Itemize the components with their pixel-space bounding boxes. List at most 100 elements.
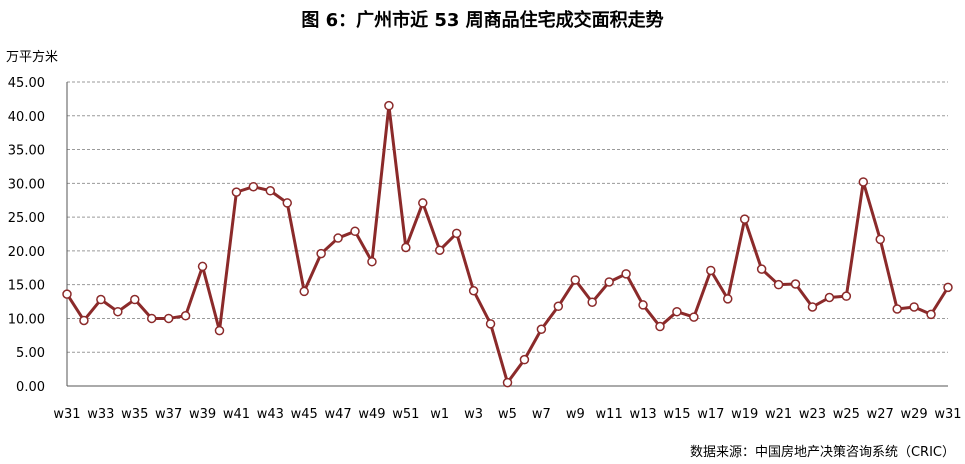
x-tick-label: w33 xyxy=(87,407,114,422)
data-points xyxy=(62,100,953,388)
x-tick-label: w35 xyxy=(121,407,148,422)
data-point xyxy=(130,294,140,305)
data-point xyxy=(723,294,733,304)
y-axis-label: 万平方米 xyxy=(6,50,59,65)
data-point xyxy=(113,306,123,317)
data-point xyxy=(519,354,530,365)
x-tick-label: w51 xyxy=(392,407,419,422)
data-point xyxy=(570,275,581,285)
x-tick-label: w27 xyxy=(867,407,894,422)
data-point xyxy=(485,319,496,329)
data-point xyxy=(672,306,682,317)
data-point xyxy=(146,313,157,324)
data-point xyxy=(384,100,394,111)
axes xyxy=(66,82,948,387)
y-tick-label: 30.00 xyxy=(8,177,45,192)
x-tick-label: w11 xyxy=(596,407,623,422)
x-tick-label: w43 xyxy=(257,407,284,422)
data-point xyxy=(689,312,699,322)
data-point xyxy=(96,294,106,305)
data-point xyxy=(807,302,818,312)
data-point xyxy=(418,198,428,208)
x-tick-label: w13 xyxy=(629,407,656,422)
chart-title: 图 6：广州市近 53 周商品住宅成交面积走势 xyxy=(301,10,664,31)
x-tick-label: w39 xyxy=(189,407,216,422)
x-tick-label: w5 xyxy=(498,407,517,422)
data-point xyxy=(706,265,716,276)
data-point xyxy=(451,228,462,239)
data-point xyxy=(350,226,360,237)
data-point xyxy=(434,245,445,255)
data-point xyxy=(282,198,292,208)
x-tick-label: w21 xyxy=(765,407,792,422)
data-point xyxy=(909,302,919,312)
data-point xyxy=(316,248,326,259)
data-point xyxy=(62,289,72,299)
data-point xyxy=(892,304,902,314)
data-point xyxy=(401,242,411,253)
x-tick-label: w15 xyxy=(663,407,690,422)
data-point xyxy=(214,325,225,336)
data-point xyxy=(655,321,665,332)
gridlines xyxy=(67,81,948,353)
y-tick-label: 5.00 xyxy=(16,346,45,361)
series-line xyxy=(65,104,950,385)
data-point xyxy=(587,297,597,307)
y-tick-label: 10.00 xyxy=(8,312,45,327)
data-point xyxy=(180,310,191,321)
data-point xyxy=(858,177,869,187)
series-area-sales xyxy=(65,104,950,385)
data-point xyxy=(604,277,614,287)
data-point xyxy=(824,292,835,303)
x-tick-label: w19 xyxy=(731,407,758,422)
data-point xyxy=(163,313,174,324)
data-point xyxy=(621,269,631,279)
data-point xyxy=(553,301,564,312)
data-point xyxy=(943,282,953,293)
data-point xyxy=(299,286,309,297)
x-tick-label: w9 xyxy=(566,407,585,422)
data-point xyxy=(638,300,648,310)
y-tick-labels: 0.00 5.00 10.00 15.00 20.00 25.00 30.00 35.00 40… xyxy=(8,76,45,395)
x-tick-label: w41 xyxy=(223,407,250,422)
y-tick-label: 0.00 xyxy=(16,380,45,395)
data-point xyxy=(926,309,936,320)
data-source-note: 数据来源：中国房地产决策咨询系统（CRIC） xyxy=(689,445,955,460)
data-point xyxy=(231,187,242,197)
data-point xyxy=(248,181,259,192)
data-point xyxy=(367,256,377,267)
data-point xyxy=(333,233,343,243)
data-point xyxy=(756,264,767,274)
x-tick-label: w3 xyxy=(464,407,483,422)
y-tick-label: 40.00 xyxy=(8,110,45,125)
x-tick-label: w23 xyxy=(799,407,826,422)
y-tick-label: 15.00 xyxy=(8,279,45,294)
data-point xyxy=(790,279,801,289)
data-point xyxy=(739,214,750,224)
x-tick-label: w1 xyxy=(430,407,449,422)
x-tick-label: w7 xyxy=(532,407,551,422)
x-tick-label: w49 xyxy=(358,407,385,422)
data-point xyxy=(79,315,89,326)
data-point xyxy=(197,261,208,272)
data-point xyxy=(502,377,513,388)
data-point xyxy=(875,234,885,245)
y-tick-label: 45.00 xyxy=(8,76,45,91)
x-tick-label: w25 xyxy=(833,407,860,422)
x-tick-label: w31 xyxy=(53,407,80,422)
y-tick-label: 35.00 xyxy=(8,144,45,159)
x-tick-label: w31 xyxy=(934,407,961,422)
x-tick-label: w37 xyxy=(155,407,182,422)
y-tick-label: 25.00 xyxy=(8,211,45,226)
x-tick-label: w29 xyxy=(901,407,928,422)
data-point xyxy=(773,279,784,290)
x-tick-label: w45 xyxy=(291,407,318,422)
x-tick-labels: w31 w33 w35 w37 w39 w41 w43 w45 w47 w49 w51 w1 w3 w5 w… xyxy=(53,407,961,422)
x-tick-label: w17 xyxy=(697,407,724,422)
y-tick-label: 20.00 xyxy=(8,245,45,260)
data-point xyxy=(841,291,852,301)
data-point xyxy=(468,285,479,296)
x-tick-label: w47 xyxy=(324,407,351,422)
data-point xyxy=(536,324,547,335)
